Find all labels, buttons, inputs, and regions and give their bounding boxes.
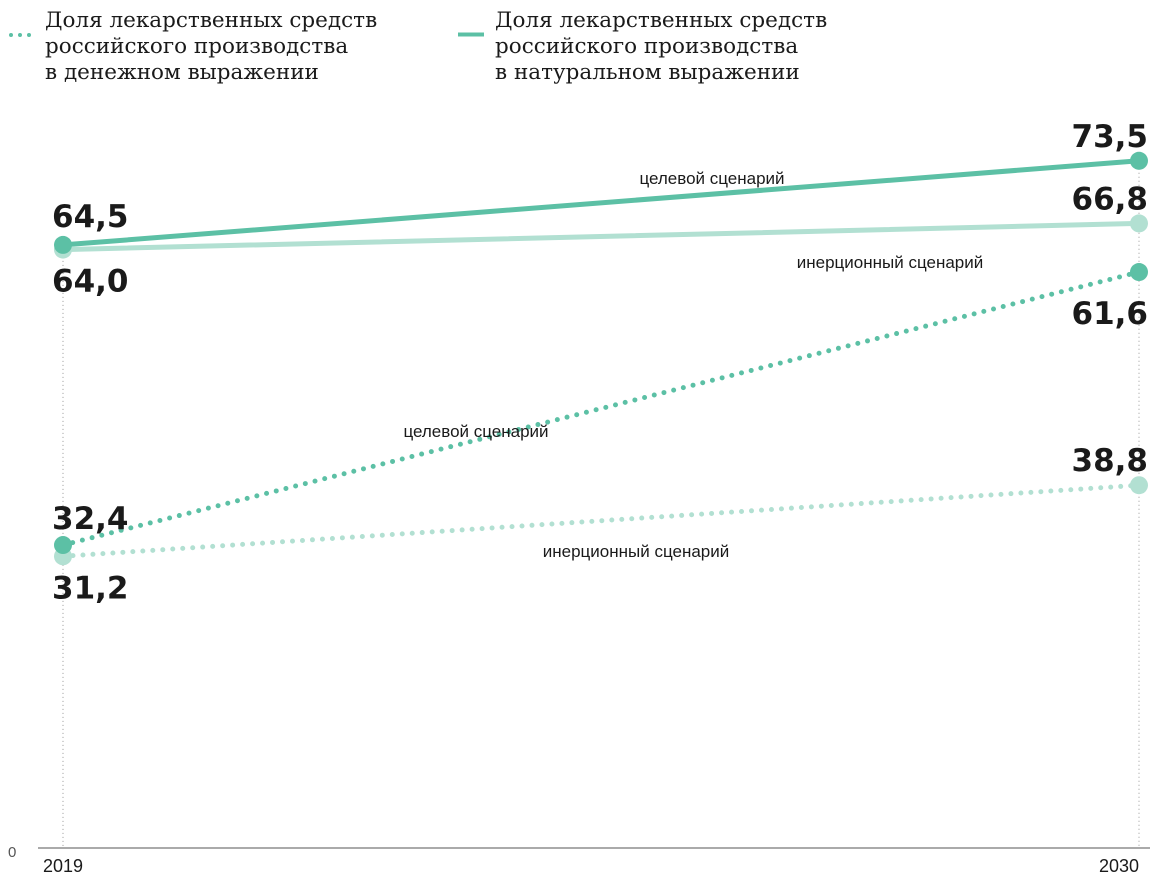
- data-label: 64,5: [52, 199, 129, 235]
- legend-label-monetary: Доля лекарственных средств российского п…: [45, 8, 378, 85]
- data-point: [54, 235, 72, 254]
- data-label: 32,4: [52, 501, 129, 537]
- scenario-annotation: целевой сценарий: [639, 169, 784, 188]
- data-label: 73,5: [1072, 119, 1149, 155]
- y-tick-label: 0: [8, 844, 16, 861]
- solid-line-swatch-icon: [458, 19, 488, 37]
- dotted-line-swatch-icon: [8, 19, 38, 37]
- series-line: [60, 158, 1142, 248]
- legend-item-physical: Доля лекарственных средств российского п…: [458, 8, 828, 86]
- x-tick-label: 2019: [43, 856, 83, 875]
- series-line: [60, 220, 1142, 253]
- legend-label-physical: Доля лекарственных средств российского п…: [495, 8, 828, 85]
- data-point: [1130, 151, 1148, 170]
- data-point: [54, 536, 72, 555]
- data-point: [1130, 476, 1148, 495]
- data-label: 66,8: [1072, 181, 1149, 217]
- data-point: [1130, 214, 1148, 233]
- data-label: 38,8: [1072, 443, 1149, 479]
- scenario-annotation: инерционный сценарий: [797, 253, 984, 272]
- series-line: [60, 269, 1142, 548]
- data-point: [1130, 263, 1148, 282]
- data-label: 31,2: [52, 570, 129, 606]
- x-tick-label: 2030: [1099, 856, 1139, 875]
- data-label: 61,6: [1072, 296, 1149, 332]
- legend-item-monetary: Доля лекарственных средств российского п…: [9, 8, 378, 86]
- scenario-annotation: инерционный сценарий: [543, 542, 730, 561]
- series-line: [60, 482, 1142, 559]
- data-label: 64,0: [52, 264, 129, 300]
- scenario-annotation: целевой сценарий: [403, 422, 548, 441]
